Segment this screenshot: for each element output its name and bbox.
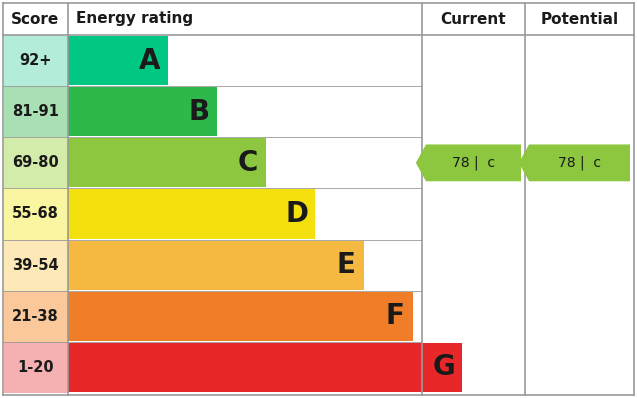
Bar bbox=[68, 36, 168, 85]
Text: Score: Score bbox=[11, 12, 60, 27]
Bar bbox=[68, 292, 413, 341]
Bar bbox=[68, 240, 364, 290]
Bar bbox=[4, 240, 68, 291]
Text: 78 |  c: 78 | c bbox=[558, 156, 601, 170]
Bar bbox=[68, 189, 315, 238]
Text: B: B bbox=[189, 98, 210, 126]
Text: 69-80: 69-80 bbox=[12, 155, 59, 170]
Bar bbox=[4, 137, 68, 188]
Text: 1-20: 1-20 bbox=[17, 360, 54, 375]
Bar bbox=[4, 35, 68, 86]
Bar bbox=[4, 291, 68, 342]
Text: Current: Current bbox=[441, 12, 506, 27]
Text: 81-91: 81-91 bbox=[12, 104, 59, 119]
Bar bbox=[4, 86, 68, 137]
Text: 39-54: 39-54 bbox=[12, 258, 59, 273]
Polygon shape bbox=[416, 144, 521, 181]
Text: Potential: Potential bbox=[540, 12, 619, 27]
Text: C: C bbox=[238, 149, 258, 177]
Bar bbox=[4, 342, 68, 393]
Text: 92+: 92+ bbox=[19, 53, 52, 68]
Text: 55-68: 55-68 bbox=[12, 207, 59, 222]
Bar bbox=[4, 188, 68, 240]
Bar bbox=[68, 87, 217, 136]
Bar bbox=[68, 138, 266, 187]
Text: 21-38: 21-38 bbox=[12, 309, 59, 324]
Bar bbox=[68, 343, 462, 392]
Text: E: E bbox=[336, 251, 355, 279]
Polygon shape bbox=[519, 144, 630, 181]
Text: Energy rating: Energy rating bbox=[76, 12, 193, 27]
Text: G: G bbox=[433, 353, 455, 381]
Text: 78 |  c: 78 | c bbox=[452, 156, 495, 170]
Text: D: D bbox=[285, 200, 308, 228]
Text: F: F bbox=[385, 302, 404, 330]
Text: A: A bbox=[140, 47, 161, 74]
